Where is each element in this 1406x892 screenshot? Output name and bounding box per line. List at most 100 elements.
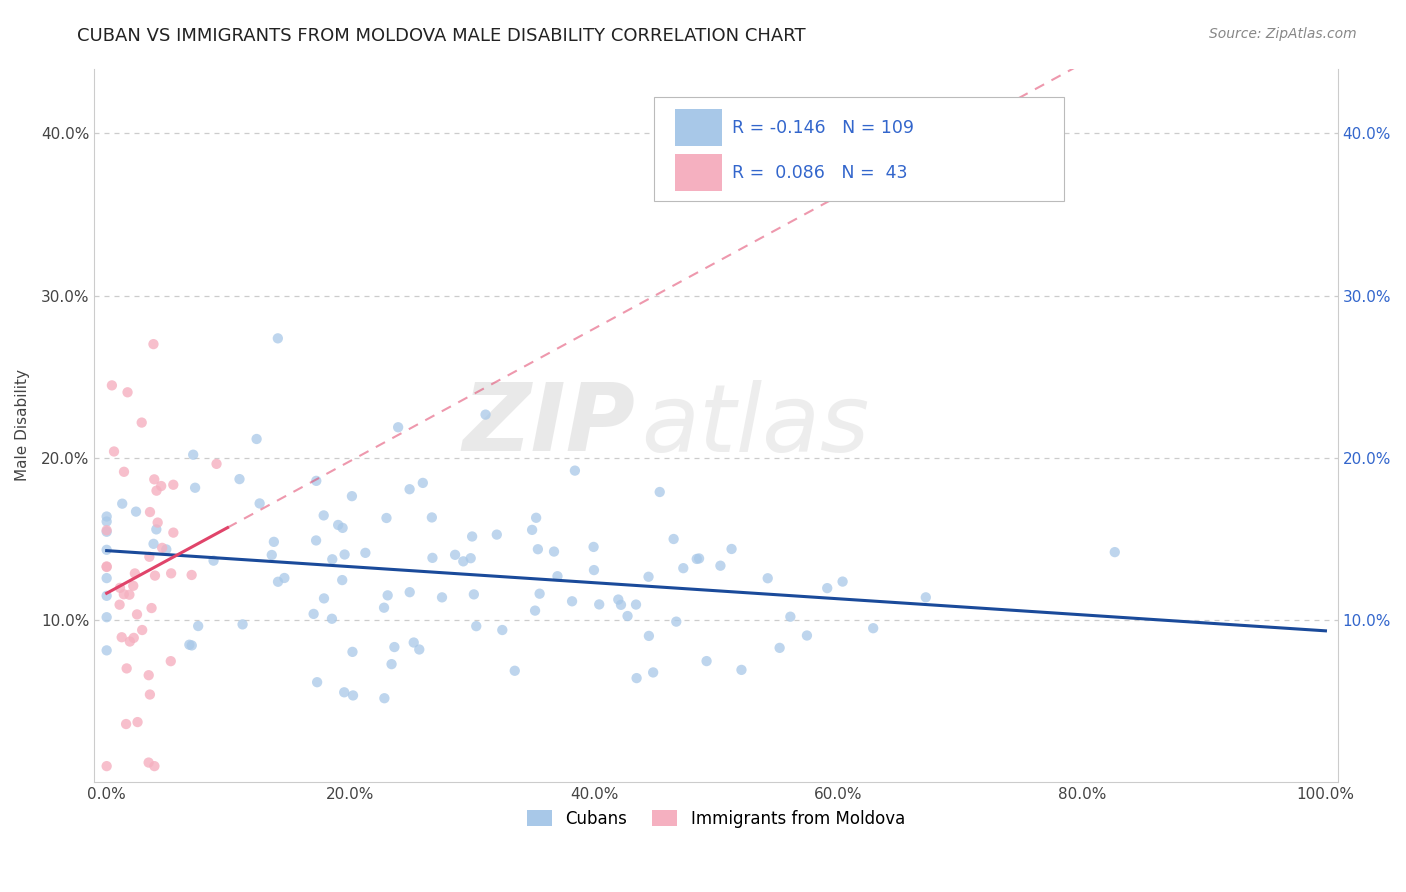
Point (187, 619, 209, 633)
Point (914, 591, 936, 605)
Point (688, 551, 710, 566)
Point (444, 548, 467, 562)
Point (124, 566, 146, 581)
Point (267, 331, 290, 345)
Point (529, 587, 551, 601)
Point (720, 541, 742, 556)
Point (408, 642, 430, 657)
Point (709, 558, 731, 573)
Point (333, 685, 356, 699)
Point (139, 505, 162, 519)
Point (398, 585, 420, 599)
Point (145, 522, 167, 536)
Point (205, 457, 228, 471)
Text: atlas: atlas (641, 380, 870, 471)
Point (564, 464, 586, 478)
Point (125, 505, 148, 519)
Point (582, 540, 605, 554)
Point (160, 566, 183, 581)
Point (184, 481, 207, 495)
Point (831, 574, 853, 589)
FancyBboxPatch shape (654, 97, 1064, 201)
Point (96, 559, 118, 574)
Point (485, 527, 508, 541)
Point (384, 640, 406, 654)
Point (96, 524, 118, 539)
Point (491, 623, 513, 637)
Point (162, 525, 184, 540)
Point (142, 537, 165, 551)
Point (779, 609, 801, 624)
Point (330, 573, 353, 587)
Point (108, 598, 131, 612)
Point (460, 551, 482, 566)
Point (111, 630, 134, 644)
Point (815, 581, 838, 595)
Text: ZIP: ZIP (463, 379, 636, 472)
Point (422, 550, 444, 565)
Point (146, 516, 169, 530)
Point (626, 671, 648, 685)
Y-axis label: Male Disability: Male Disability (15, 369, 30, 482)
Point (138, 668, 160, 682)
Point (354, 546, 377, 560)
Point (398, 482, 420, 496)
Point (115, 661, 138, 675)
Point (1104, 545, 1126, 559)
Point (588, 598, 610, 612)
Point (387, 420, 409, 434)
Point (503, 664, 526, 678)
Bar (675, 109, 723, 146)
Point (179, 638, 201, 652)
Point (561, 594, 583, 608)
Point (155, 542, 177, 557)
Point (96, 515, 118, 529)
Point (307, 675, 329, 690)
Point (232, 617, 254, 632)
Point (112, 587, 135, 601)
Point (96, 542, 118, 557)
Point (96, 759, 118, 773)
Point (340, 489, 363, 503)
Point (524, 604, 547, 618)
Point (127, 715, 149, 730)
Point (139, 688, 162, 702)
Point (138, 756, 160, 770)
Point (420, 510, 443, 524)
Text: R =  0.086   N =  43: R = 0.086 N = 43 (733, 164, 908, 182)
Point (180, 639, 202, 653)
Point (267, 574, 290, 589)
Point (150, 541, 173, 555)
Point (112, 465, 135, 479)
Point (96, 589, 118, 603)
Point (125, 607, 148, 622)
Point (103, 444, 125, 458)
Point (607, 592, 630, 607)
Point (796, 628, 818, 642)
Point (465, 619, 488, 633)
Point (246, 432, 269, 446)
Point (546, 569, 568, 583)
Point (180, 568, 202, 582)
Point (145, 483, 167, 498)
Point (96, 509, 118, 524)
Point (373, 600, 395, 615)
Point (610, 598, 633, 612)
Point (342, 689, 364, 703)
Point (665, 615, 688, 629)
Point (373, 691, 395, 706)
Point (474, 408, 496, 422)
Point (181, 448, 204, 462)
Point (118, 588, 141, 602)
Point (756, 571, 779, 585)
Point (263, 534, 285, 549)
Point (696, 654, 718, 668)
Point (582, 563, 605, 577)
Point (305, 474, 328, 488)
Point (249, 496, 271, 510)
Point (273, 571, 295, 585)
Point (543, 544, 565, 558)
Point (527, 542, 550, 557)
Text: Source: ZipAtlas.com: Source: ZipAtlas.com (1209, 27, 1357, 41)
Point (108, 581, 131, 595)
